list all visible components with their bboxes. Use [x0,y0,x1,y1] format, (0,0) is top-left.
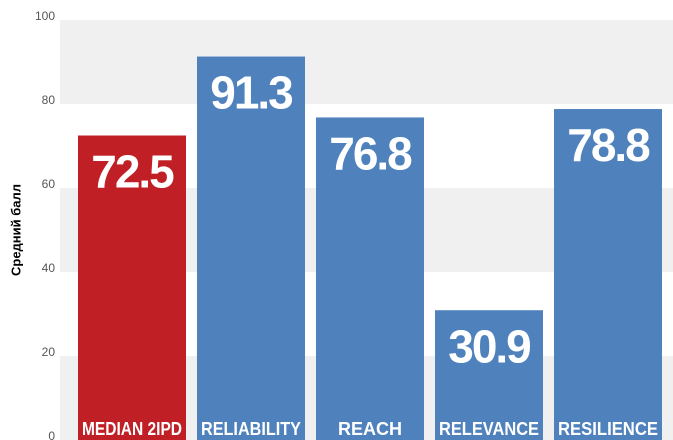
value-label: 78.8 [567,119,650,171]
value-label: 72.5 [91,146,174,198]
y-tick-label: 60 [42,177,56,191]
bar [316,117,424,440]
value-label: 91.3 [210,67,292,119]
bar [197,56,305,440]
y-tick-label: 100 [35,9,55,23]
y-tick-label: 40 [42,261,56,275]
y-tick-label: 20 [42,345,56,359]
category-label: RELIABILITY [201,419,301,439]
bar [435,310,543,440]
value-label: 30.9 [448,320,530,372]
category-label: MEDIAN 2IPD [82,419,182,439]
y-axis-label: Средний балл [8,184,23,276]
grid-band [60,20,673,104]
bar [78,135,186,440]
y-tick-label: 0 [48,429,55,440]
category-label: RESILIENCE [558,419,658,439]
value-label: 76.8 [329,128,412,180]
y-tick-label: 80 [42,93,56,107]
category-label: RELEVANCE [439,419,539,439]
category-label: REACH [338,419,402,439]
bar [554,109,662,440]
